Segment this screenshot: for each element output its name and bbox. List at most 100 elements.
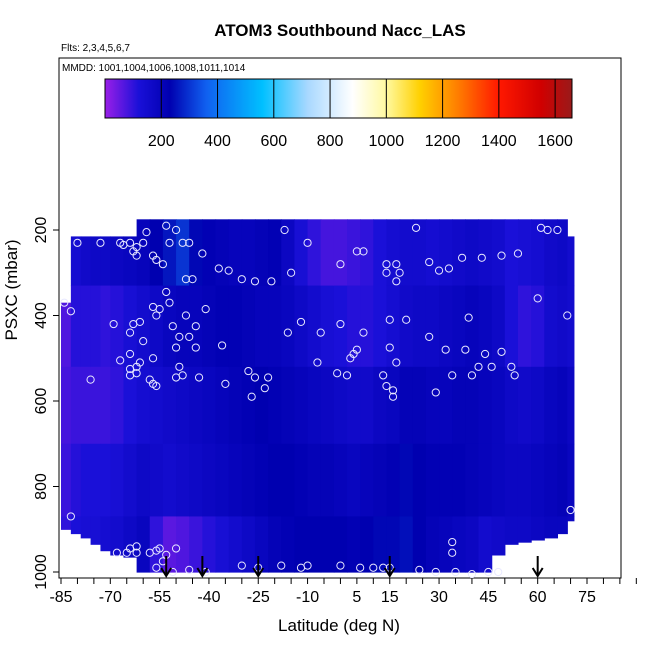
- x-axis-label: Latitude (deg N): [278, 616, 400, 635]
- heatmap-cell: [136, 516, 151, 573]
- colorbar: 200 400 600 800 1000 1200 1400 1600: [104, 78, 573, 150]
- heatmap-cell: [465, 219, 480, 287]
- heatmap-cell: [544, 443, 559, 518]
- latitude-arrow: [383, 556, 396, 578]
- observation-point: [336, 561, 345, 570]
- heatmap-cell: [307, 366, 322, 445]
- observation-point: [336, 260, 345, 269]
- heatmap-cell: [425, 516, 440, 573]
- heatmap-cell: [557, 219, 568, 287]
- observation-point: [158, 260, 168, 269]
- heatmap-cell: [491, 366, 506, 445]
- heatmap-cell: [123, 443, 138, 518]
- observation-point: [464, 313, 473, 322]
- observation-point: [388, 386, 398, 395]
- heatmap-cell: [123, 366, 138, 445]
- heatmap-cell: [439, 219, 453, 287]
- observation-point: [392, 260, 401, 269]
- heatmap-cell: [228, 443, 243, 518]
- observation-point: [356, 563, 365, 572]
- observation-point: [125, 238, 135, 247]
- observation-point: [237, 275, 246, 284]
- observation-point: [86, 375, 95, 384]
- heatmap-cell: [465, 285, 480, 368]
- heatmap-cell: [386, 285, 401, 368]
- heatmap-cell: [465, 516, 480, 573]
- heatmap-cell: [425, 366, 440, 445]
- heatmap-cell: [531, 366, 545, 445]
- heatmap-cell: [386, 219, 401, 287]
- heatmap-cell: [268, 443, 282, 518]
- heatmap-cell: [70, 366, 82, 445]
- latitude-arrow: [160, 556, 173, 578]
- colorbar-tick-label: 1200: [425, 133, 461, 150]
- heatmap-cell: [176, 516, 190, 573]
- heatmap-cell: [412, 443, 427, 518]
- observation-point: [513, 249, 523, 258]
- heatmap-cell: [504, 366, 519, 445]
- heatmap-cell: [517, 516, 532, 543]
- observation-markers: [60, 221, 575, 579]
- heatmap-cell: [478, 443, 493, 518]
- heatmap-cell: [268, 516, 282, 573]
- heatmap-cell: [268, 219, 282, 287]
- observation-point: [507, 362, 516, 371]
- observation-point: [139, 238, 148, 247]
- observation-point: [296, 317, 306, 327]
- observation-point: [66, 512, 75, 521]
- heatmap-cell: [544, 219, 559, 287]
- heatmap-cell: [90, 236, 102, 287]
- heatmap-cell: [373, 366, 388, 445]
- heatmap-cell: [110, 516, 125, 556]
- heatmap-cell: [544, 516, 559, 539]
- heatmap-cell: [162, 366, 177, 445]
- heatmap-cell: [399, 366, 414, 445]
- heatmap-cell: [254, 285, 269, 368]
- observation-point: [457, 253, 467, 262]
- observation-point: [369, 563, 378, 572]
- observation-point: [152, 381, 161, 391]
- colorbar-tick-label: 400: [204, 133, 231, 150]
- heatmap-cell: [439, 285, 453, 368]
- heatmap-cell: [136, 285, 151, 368]
- heatmap-cell: [189, 285, 203, 368]
- heatmap-cell: [241, 285, 256, 368]
- heatmap-cell: [61, 366, 72, 445]
- heatmap-cell: [215, 443, 230, 518]
- heatmap-cell: [136, 443, 151, 518]
- heatmap-cell: [100, 443, 111, 518]
- heatmap-cell: [567, 236, 575, 287]
- colorbar-ticks: 200 400 600 800 1000 1200 1400 1600: [148, 79, 573, 150]
- observation-point: [221, 379, 230, 388]
- heatmap-cell: [80, 285, 92, 368]
- heatmap-cell: [347, 443, 361, 518]
- observation-point: [171, 544, 181, 553]
- heatmap-cell: [412, 285, 427, 368]
- y-tick-label: 800: [33, 473, 50, 500]
- observation-point: [214, 264, 223, 273]
- heatmap-cell: [320, 443, 335, 518]
- observation-point: [352, 247, 361, 256]
- heatmap-cell: [491, 516, 506, 556]
- heatmap-cell: [452, 366, 466, 445]
- observation-point: [287, 268, 296, 277]
- heatmap-cell: [412, 366, 427, 445]
- observation-point: [533, 294, 542, 303]
- observation-point: [145, 548, 154, 557]
- observation-point: [171, 225, 181, 235]
- heatmap-cell: [254, 219, 269, 287]
- observation-point: [467, 371, 477, 380]
- observation-point: [434, 266, 444, 275]
- x-tick-label: 75: [578, 589, 596, 606]
- colorbar-tick-label: 1400: [481, 133, 517, 150]
- heatmap-cell: [294, 516, 309, 573]
- heatmap-cell: [347, 516, 361, 573]
- heatmap-cell: [110, 285, 125, 368]
- heatmap-field: [61, 219, 575, 573]
- heatmap-cell: [347, 285, 361, 368]
- heatmap-cell: [90, 285, 102, 368]
- observation-point: [385, 343, 394, 352]
- heatmap-cell: [110, 366, 125, 445]
- heatmap-cell: [202, 516, 217, 573]
